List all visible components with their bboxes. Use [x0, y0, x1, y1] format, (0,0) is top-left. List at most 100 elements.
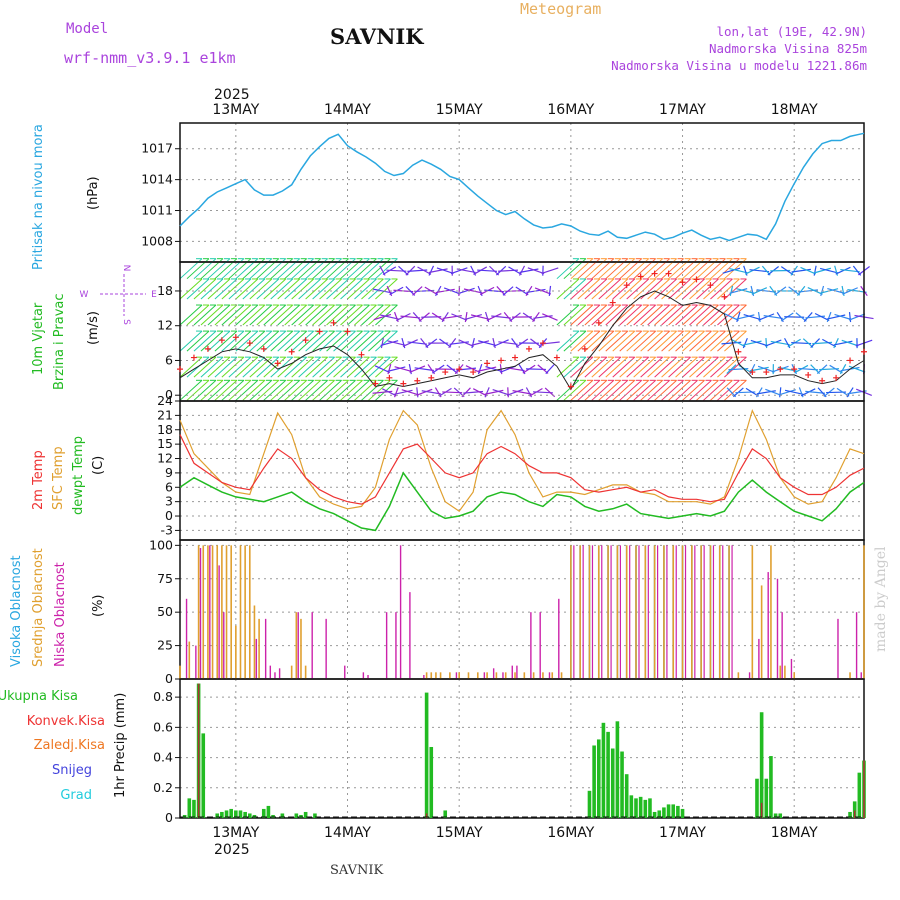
mid-cloud-bar — [542, 672, 544, 679]
wind-gust-mark — [553, 354, 560, 361]
wind-barb — [556, 278, 580, 300]
wind-barb — [619, 278, 643, 300]
wind-barb — [380, 314, 399, 320]
wind-barb — [249, 379, 273, 401]
y-tick-label: 6 — [165, 352, 173, 367]
wind-barb — [284, 278, 308, 300]
low-cloud-bar — [558, 598, 560, 679]
wind-barb — [717, 379, 740, 401]
wind-barb — [347, 379, 370, 401]
wind-barb — [326, 278, 349, 300]
mid-cloud-bar — [253, 605, 256, 679]
wind-barb — [696, 330, 719, 352]
wind-barb — [633, 379, 657, 401]
wind-ylabel-1: 10m Vjetar — [31, 302, 46, 375]
wind-barb — [729, 267, 748, 274]
wind-barb — [605, 330, 629, 352]
wind-barb — [333, 304, 356, 326]
wind-barb — [556, 304, 580, 326]
wind-barb — [214, 379, 238, 401]
low-cloud-bar — [703, 545, 705, 679]
wind-barb — [833, 337, 839, 349]
wind-barb — [457, 287, 475, 295]
wind-barb — [263, 304, 287, 326]
wind-barb — [833, 340, 853, 346]
wind-barb — [326, 379, 349, 401]
rain-total-bar — [643, 799, 648, 818]
precip-legend-conv: Konvek.Kisa — [27, 714, 105, 729]
wind-barb — [214, 304, 238, 326]
wind-gust-mark — [735, 348, 742, 355]
wind-barb — [668, 304, 691, 326]
wind-barb — [749, 366, 769, 372]
wind-barb — [626, 356, 650, 378]
wind-barb — [640, 330, 663, 352]
wind-barb — [256, 304, 280, 326]
wind-barb — [696, 278, 719, 300]
wind-barb — [207, 330, 231, 352]
mid-cloud-bar — [476, 672, 479, 679]
wind-barb — [689, 330, 712, 352]
wind-gust-mark — [288, 348, 295, 355]
wind-barb — [788, 286, 801, 296]
wind-barb — [584, 356, 608, 378]
compass-s: S — [121, 319, 131, 325]
wind-barb — [401, 389, 420, 396]
wind-barb — [729, 285, 734, 297]
wind-barb — [647, 330, 670, 352]
wind-barb — [742, 340, 762, 346]
cloud-panel: 0 25 50 75 100 — [149, 537, 865, 686]
wind-gust-mark — [847, 357, 854, 364]
wind-gust-mark — [400, 380, 407, 387]
wind-barb — [689, 379, 712, 401]
wind-barb — [235, 330, 259, 352]
wind-gust-mark — [721, 293, 728, 300]
low-cloud-bar — [195, 645, 197, 679]
wind-barb — [375, 304, 398, 326]
y-tick-label: 12 — [157, 451, 173, 466]
mid-cloud-bar — [188, 641, 191, 679]
low-cloud-bar — [367, 674, 369, 679]
pressure-line — [179, 132, 865, 242]
wind-barb — [507, 387, 509, 398]
wind-gust-mark — [330, 319, 337, 326]
y-tick-label: 6 — [165, 479, 173, 494]
low-cloud-bar — [781, 612, 783, 679]
mid-cloud-bar — [235, 625, 237, 679]
mid-cloud-bar — [770, 545, 772, 679]
rain-total-bar — [624, 774, 629, 818]
temp-2m-line — [179, 434, 865, 505]
y-tick-label: 24 — [157, 393, 173, 408]
wind-barb — [668, 379, 691, 401]
mid-cloud-bar — [197, 545, 200, 679]
wind-barb — [277, 330, 301, 352]
rain-total-bar — [229, 808, 233, 818]
wind-barb — [577, 278, 601, 300]
rain-convective-bar — [853, 810, 856, 818]
low-cloud-bar — [657, 545, 659, 679]
wind-barb — [841, 339, 859, 347]
wind-barb — [312, 304, 335, 326]
wind-barb — [647, 304, 670, 326]
low-cloud-bar — [218, 565, 220, 679]
wind-gust-mark — [791, 366, 798, 373]
wind-barb — [682, 330, 705, 352]
bottom-day-labels: 13MAY 14MAY 15MAY 16MAY 17MAY 18MAY — [212, 825, 818, 841]
low-cloud-bar — [666, 545, 668, 679]
low-cloud-bar — [573, 545, 575, 679]
wind-compass: W E N S — [80, 265, 158, 326]
wind-barb — [374, 365, 391, 374]
wind-barb — [235, 379, 259, 401]
wind-barb — [530, 338, 542, 348]
wind-barb — [442, 315, 462, 320]
mid-cloud-bar — [439, 672, 442, 679]
wind-barb — [373, 313, 392, 321]
wind-barb — [717, 278, 740, 300]
wind-barb — [724, 379, 747, 401]
mid-cloud-bar — [304, 665, 307, 679]
wind-barb — [484, 289, 504, 293]
wind-barb — [826, 314, 846, 320]
wind-barb — [402, 339, 418, 348]
wind-barb — [249, 330, 273, 352]
low-cloud-bar — [311, 612, 313, 679]
